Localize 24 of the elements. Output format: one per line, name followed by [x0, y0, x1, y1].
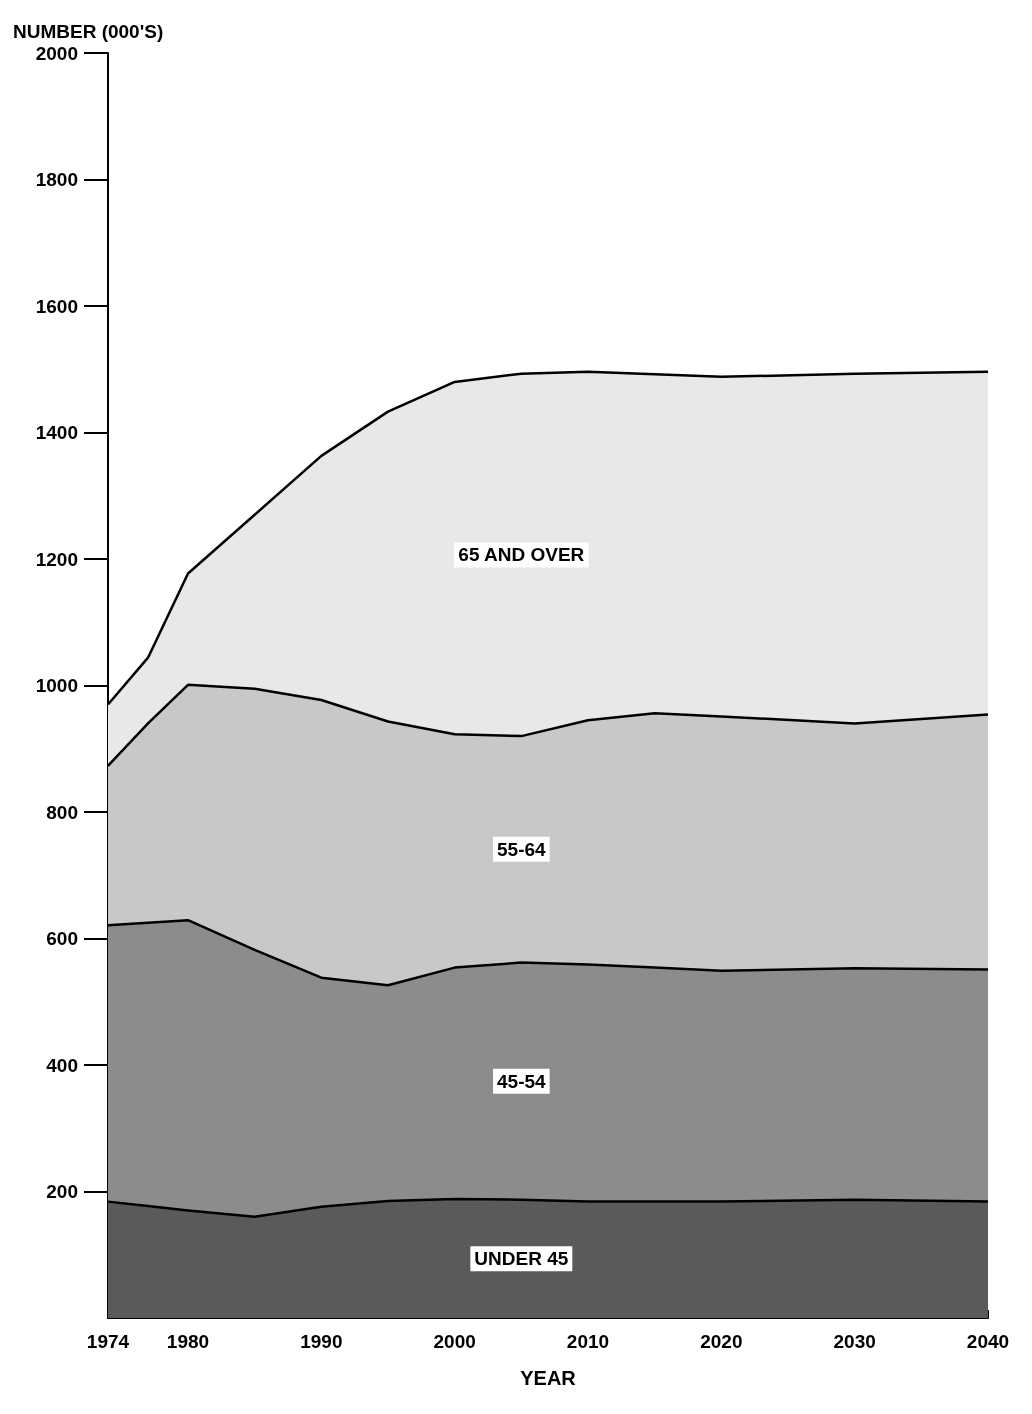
- y-tick-label: 1000: [35, 675, 78, 696]
- x-tick-label: 2030: [833, 1331, 876, 1352]
- y-tick-label: 200: [46, 1181, 78, 1202]
- y-tick-label: 600: [46, 928, 78, 949]
- series-label: 45-54: [497, 1070, 547, 1092]
- y-axis-title: NUMBER (000'S): [13, 21, 164, 42]
- x-tick-label: 1990: [300, 1331, 343, 1352]
- y-tick-label: 1200: [35, 548, 78, 570]
- y-tick-label: 2000: [35, 42, 78, 64]
- y-tick-label: 1400: [35, 422, 78, 443]
- x-tick-label: 2010: [566, 1331, 610, 1352]
- y-tick-label: 1600: [35, 295, 78, 317]
- y-tick-label: 800: [46, 801, 78, 823]
- x-axis-title: YEAR: [520, 1367, 577, 1389]
- x-tick-label: 2000: [433, 1331, 476, 1352]
- x-tick-label: 1974: [86, 1331, 130, 1352]
- series-label: 55-64: [497, 838, 547, 860]
- x-tick-label: 2040: [966, 1331, 1010, 1352]
- x-tick-label: 1980: [166, 1331, 210, 1352]
- y-tick-label: 400: [46, 1054, 78, 1076]
- x-tick-label: 2020: [700, 1331, 743, 1352]
- y-tick-label: 1800: [35, 169, 78, 190]
- series-label: UNDER 45: [474, 1248, 569, 1270]
- series-label: 65 AND OVER: [458, 544, 585, 566]
